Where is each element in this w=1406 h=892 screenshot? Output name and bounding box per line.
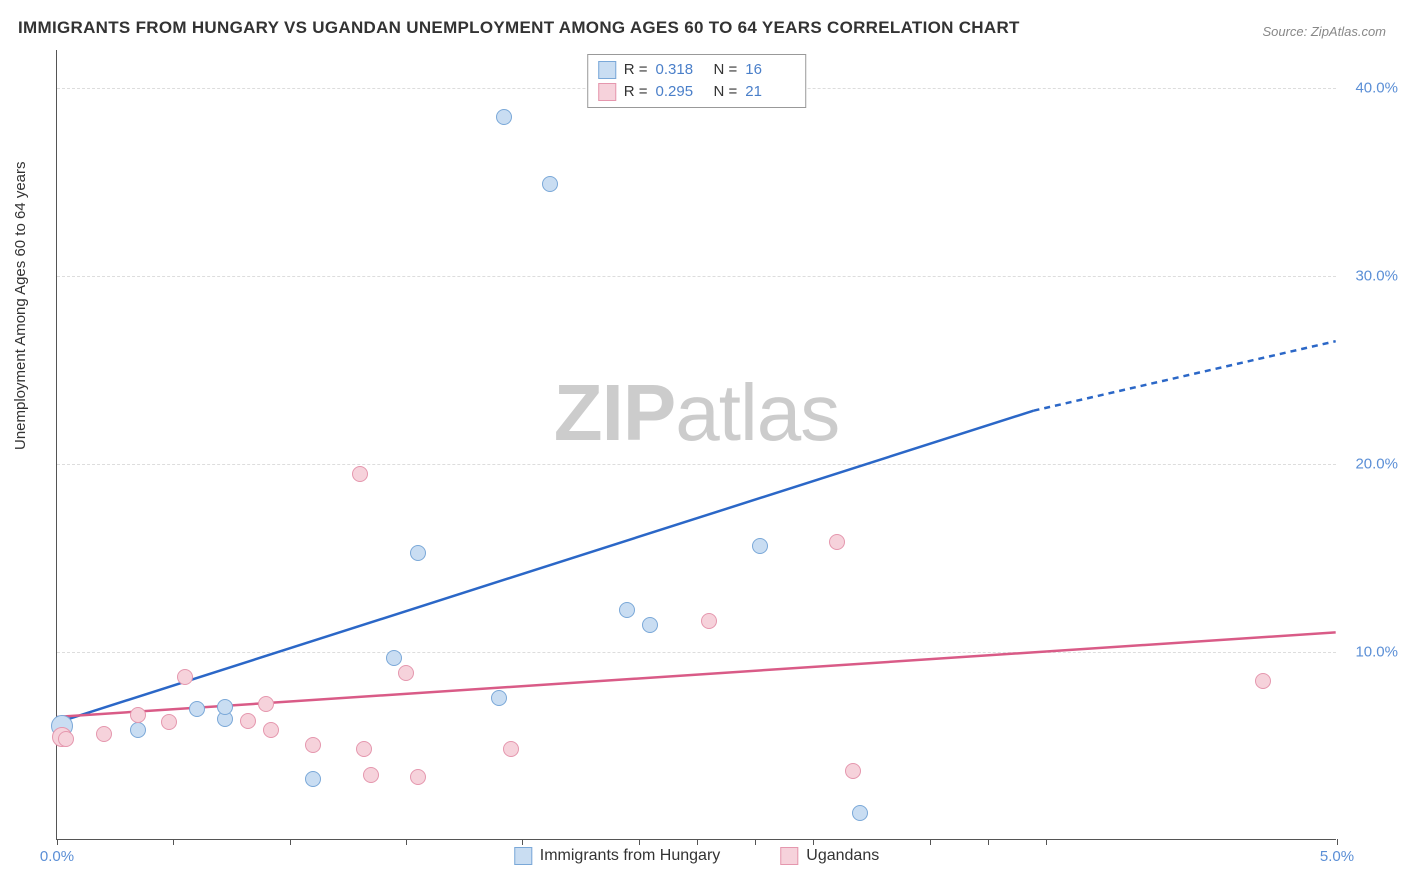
ugandans-point <box>177 669 193 685</box>
plot-area: ZIPatlas R =0.318N =16R =0.295N =21 Immi… <box>56 50 1336 840</box>
ugandans-n-value: 21 <box>745 81 795 103</box>
ugandans-point <box>240 713 256 729</box>
x-tick <box>813 839 814 845</box>
ugandans-point <box>161 714 177 730</box>
hungary-point <box>491 690 507 706</box>
ugandans-point <box>701 613 717 629</box>
y-tick-label: 30.0% <box>1355 267 1398 284</box>
hungary-point <box>642 617 658 633</box>
legend-item-hungary: Immigrants from Hungary <box>514 847 721 865</box>
legend-item-ugandans: Ugandans <box>780 847 879 865</box>
watermark-bold: ZIP <box>554 368 675 457</box>
x-tick <box>755 839 756 845</box>
hungary-point <box>305 771 321 787</box>
source-attribution: Source: ZipAtlas.com <box>1262 24 1386 39</box>
ugandans-point <box>829 534 845 550</box>
watermark: ZIPatlas <box>554 367 839 459</box>
hungary-point <box>410 545 426 561</box>
y-tick-label: 20.0% <box>1355 455 1398 472</box>
hungary-n-value: 16 <box>745 59 795 81</box>
x-tick-label: 5.0% <box>1320 848 1354 865</box>
x-tick <box>697 839 698 845</box>
ugandans-point <box>263 722 279 738</box>
hungary-point <box>496 109 512 125</box>
ugandans-point <box>258 696 274 712</box>
ugandans-swatch <box>598 83 616 101</box>
chart-title: IMMIGRANTS FROM HUNGARY VS UGANDAN UNEMP… <box>18 18 1020 38</box>
x-tick <box>522 839 523 845</box>
ugandans-point <box>96 726 112 742</box>
n-label: N = <box>714 59 738 81</box>
hungary-swatch <box>514 847 532 865</box>
x-tick <box>57 839 58 845</box>
x-tick <box>406 839 407 845</box>
x-tick <box>930 839 931 845</box>
ugandans-point <box>130 707 146 723</box>
hungary-point <box>189 701 205 717</box>
legend-row-hungary: R = 0.318 N = 16 <box>598 59 796 81</box>
ugandans-r-value: 0.295 <box>656 81 706 103</box>
gridline <box>57 276 1336 277</box>
y-tick-label: 10.0% <box>1355 643 1398 660</box>
legend-row-ugandans: R = 0.295 N = 21 <box>598 81 796 103</box>
hungary-label: Immigrants from Hungary <box>540 847 721 865</box>
ugandans-label: Ugandans <box>806 847 879 865</box>
x-tick <box>1337 839 1338 845</box>
hungary-point <box>619 602 635 618</box>
hungary-trendline <box>57 411 1033 723</box>
ugandans-point <box>305 737 321 753</box>
ugandans-point <box>363 767 379 783</box>
watermark-light: atlas <box>675 368 839 457</box>
x-tick-label: 0.0% <box>40 848 74 865</box>
hungary-point <box>752 538 768 554</box>
y-tick-label: 40.0% <box>1355 79 1398 96</box>
ugandans-point <box>398 665 414 681</box>
ugandans-point <box>58 731 74 747</box>
x-tick <box>173 839 174 845</box>
hungary-point <box>217 699 233 715</box>
ugandans-point <box>503 741 519 757</box>
n-label: N = <box>714 81 738 103</box>
ugandans-point <box>1255 673 1271 689</box>
correlation-legend: R = 0.318 N = 16 R = 0.295 N = 21 <box>587 54 807 108</box>
hungary-swatch <box>598 61 616 79</box>
gridline <box>57 652 1336 653</box>
ugandans-swatch <box>780 847 798 865</box>
hungary-r-value: 0.318 <box>656 59 706 81</box>
gridline <box>57 464 1336 465</box>
x-tick <box>988 839 989 845</box>
ugandans-point <box>356 741 372 757</box>
hungary-trendline <box>1034 341 1336 411</box>
r-label: R = <box>624 59 648 81</box>
x-tick <box>290 839 291 845</box>
x-tick <box>1046 839 1047 845</box>
ugandans-trendline <box>57 632 1335 717</box>
series-legend: Immigrants from Hungary Ugandans <box>514 847 879 865</box>
ugandans-point <box>410 769 426 785</box>
r-label: R = <box>624 81 648 103</box>
hungary-point <box>542 176 558 192</box>
ugandans-point <box>352 466 368 482</box>
ugandans-point <box>845 763 861 779</box>
x-tick <box>639 839 640 845</box>
hungary-point <box>852 805 868 821</box>
y-axis-label: Unemployment Among Ages 60 to 64 years <box>12 161 29 450</box>
hungary-point <box>386 650 402 666</box>
hungary-point <box>130 722 146 738</box>
